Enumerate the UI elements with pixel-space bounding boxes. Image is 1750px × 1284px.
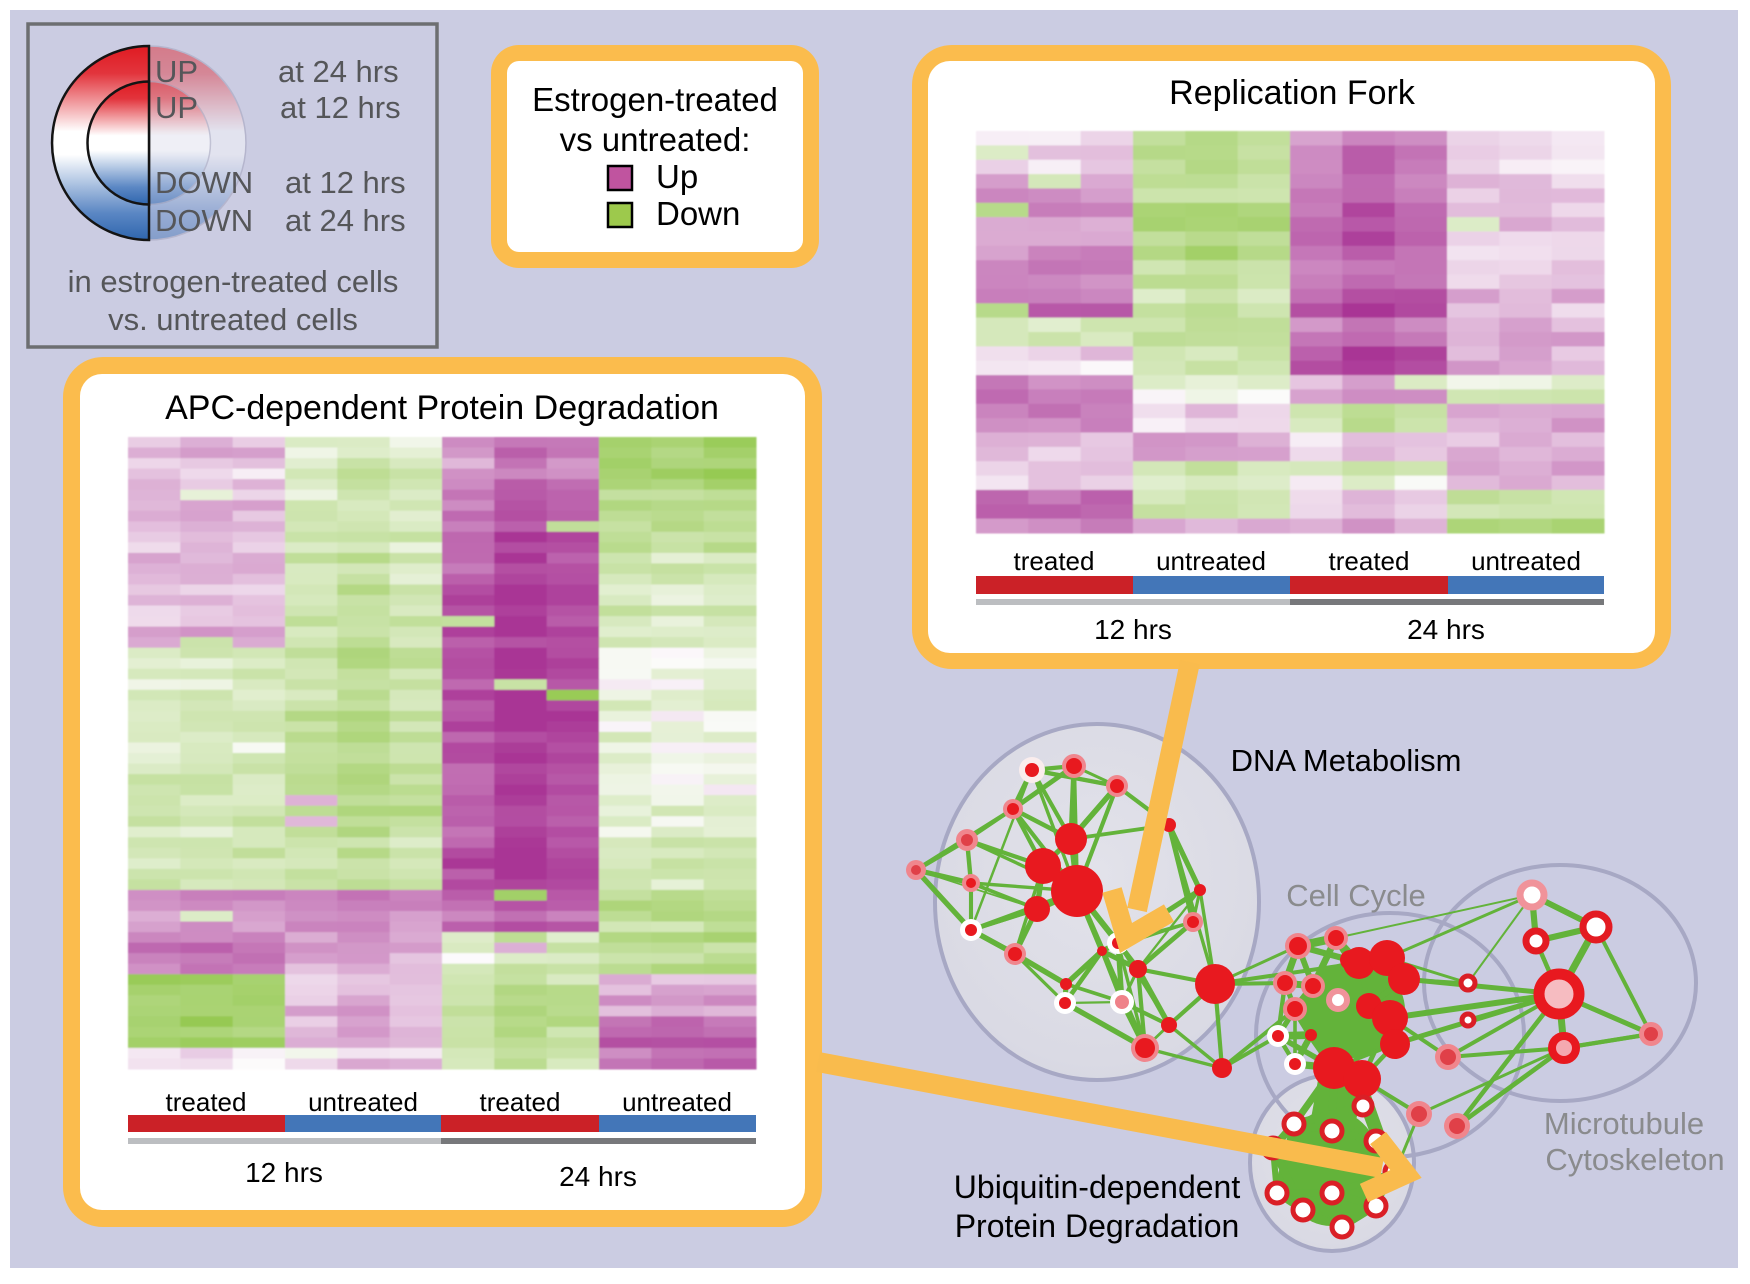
svg-text:24 hrs: 24 hrs [559, 1161, 637, 1192]
svg-text:Down: Down [656, 195, 740, 232]
svg-text:treated: treated [1014, 546, 1095, 576]
svg-text:DOWN: DOWN [155, 165, 253, 200]
svg-text:Estrogen-treated: Estrogen-treated [532, 81, 778, 118]
svg-text:untreated: untreated [1471, 546, 1581, 576]
svg-text:at 24 hrs: at 24 hrs [285, 203, 406, 238]
svg-text:APC-dependent Protein Degradat: APC-dependent Protein Degradation [165, 389, 719, 427]
svg-text:Replication Fork: Replication Fork [1169, 74, 1416, 112]
svg-text:DNA Metabolism: DNA Metabolism [1231, 743, 1462, 778]
svg-text:12 hrs: 12 hrs [245, 1157, 323, 1188]
svg-text:UP: UP [155, 90, 198, 125]
svg-text:Microtubule: Microtubule [1544, 1106, 1704, 1141]
svg-text:Protein Degradation: Protein Degradation [955, 1208, 1240, 1244]
svg-text:untreated: untreated [308, 1087, 418, 1117]
svg-text:untreated: untreated [622, 1087, 732, 1117]
svg-text:24 hrs: 24 hrs [1407, 614, 1485, 645]
svg-text:12 hrs: 12 hrs [1094, 614, 1172, 645]
svg-text:vs untreated:: vs untreated: [560, 121, 751, 158]
svg-text:Ubiquitin-dependent: Ubiquitin-dependent [954, 1169, 1241, 1205]
svg-text:in estrogen-treated cells: in estrogen-treated cells [68, 264, 399, 299]
svg-text:Up: Up [656, 158, 698, 195]
svg-text:untreated: untreated [1156, 546, 1266, 576]
svg-text:at 12 hrs: at 12 hrs [285, 165, 406, 200]
svg-text:vs. untreated cells: vs. untreated cells [108, 302, 358, 337]
svg-text:Cytoskeleton: Cytoskeleton [1545, 1142, 1724, 1177]
svg-text:UP: UP [155, 54, 198, 89]
svg-text:treated: treated [1329, 546, 1410, 576]
svg-text:treated: treated [166, 1087, 247, 1117]
svg-text:DOWN: DOWN [155, 203, 253, 238]
svg-text:Cell Cycle: Cell Cycle [1286, 878, 1426, 913]
svg-text:at 12 hrs: at 12 hrs [280, 90, 401, 125]
svg-text:at 24 hrs: at 24 hrs [278, 54, 399, 89]
svg-text:treated: treated [480, 1087, 561, 1117]
